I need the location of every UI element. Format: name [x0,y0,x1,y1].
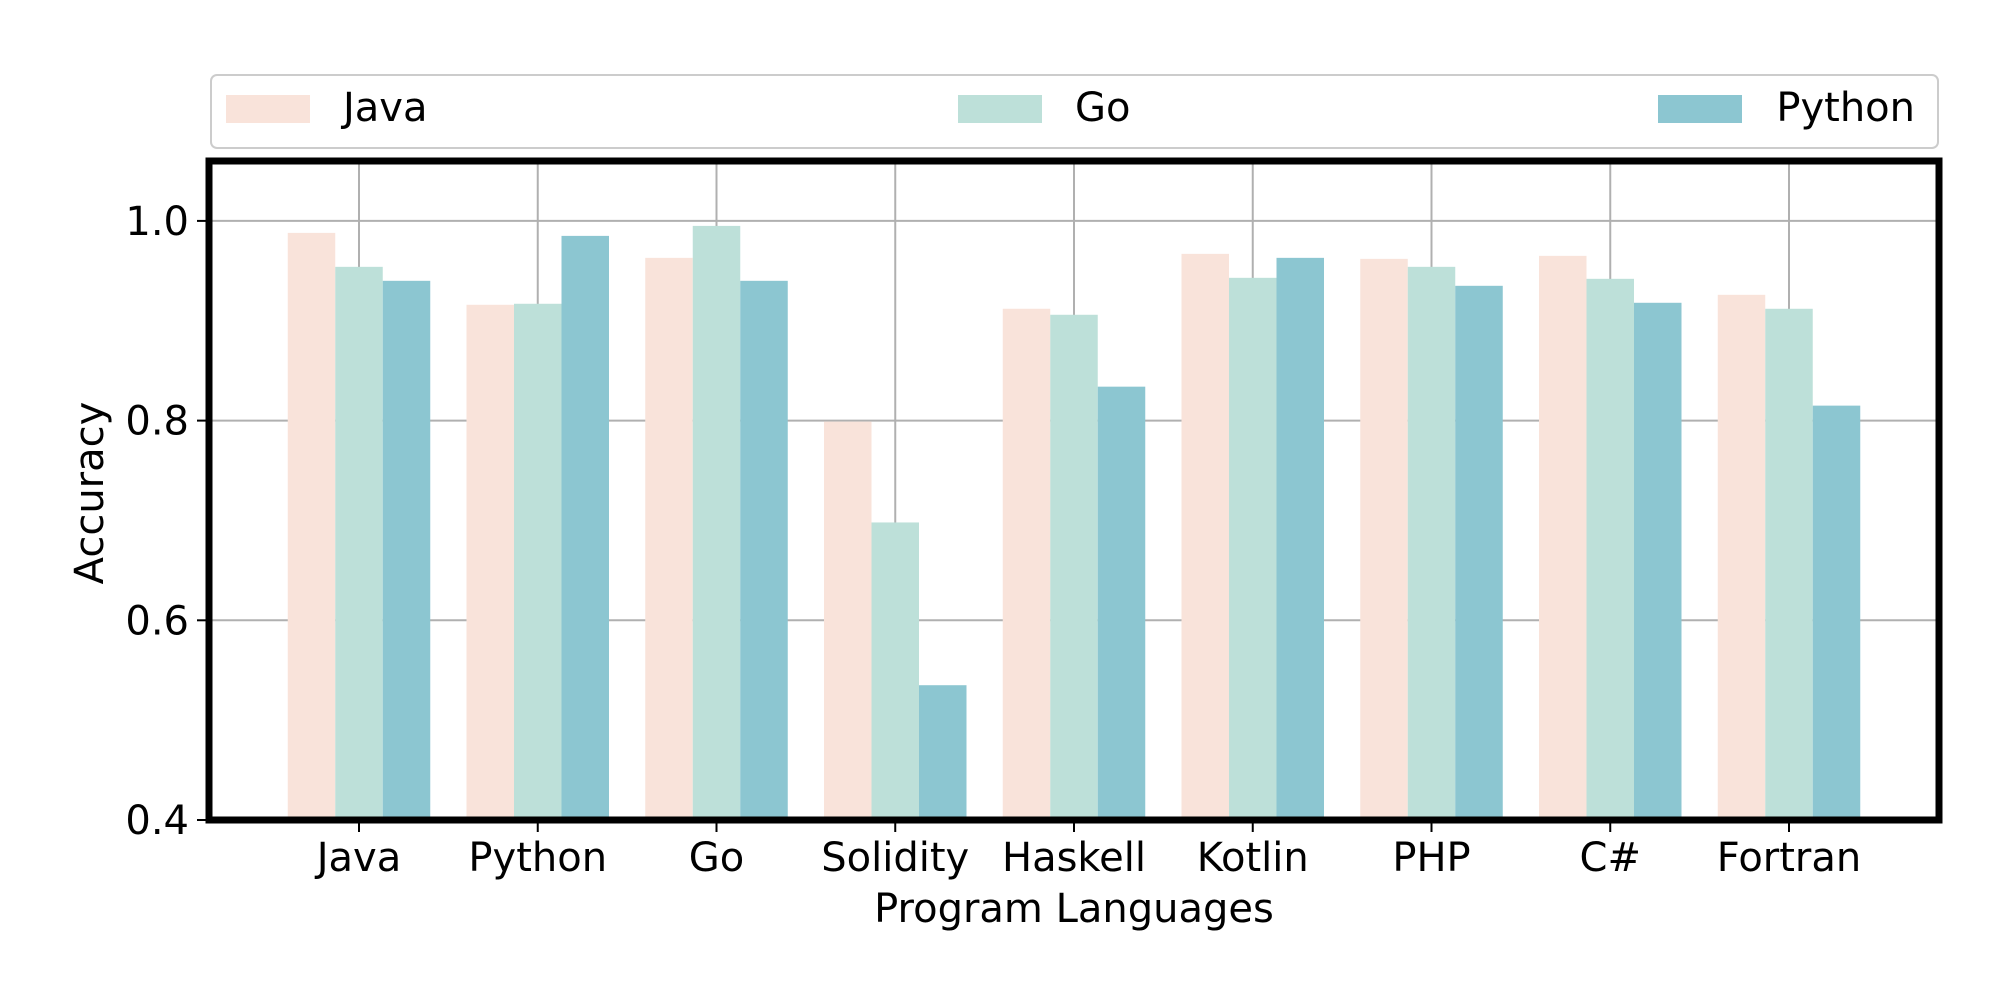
bar-python-java [382,280,431,820]
legend-label-java: Java [340,85,428,131]
bar-java-php [1360,258,1408,820]
legend: Java Go Python [210,74,1939,149]
bar-python-haskell [1097,386,1146,820]
bar-java-java [287,232,336,820]
bar-python-go [740,280,788,820]
bar-java-solidity [824,421,872,820]
bars [287,225,1861,821]
bar-go-kotlin [1229,277,1277,820]
bar-python-solidity [919,685,967,820]
legend-swatch-python [1658,95,1742,123]
bar-go-haskell [1050,314,1098,820]
bar-go-php [1407,266,1456,821]
legend-swatch-java [226,95,310,123]
y-axis-label: Accuracy [67,402,113,585]
x-tick-label: Go [689,835,744,881]
bar-go-solidity [871,522,919,820]
legend-swatch-go [958,95,1042,123]
bar-java-haskell [1002,308,1051,820]
x-tick-label: Solidity [821,835,969,881]
bar-go-python [514,303,562,820]
y-tick-label: 0.6 [125,598,189,644]
bar-java-csharp [1539,255,1587,820]
x-tick-label: Python [468,835,607,881]
x-tick-label: PHP [1392,835,1470,881]
bar-python-php [1455,285,1503,820]
bar-python-fortran [1812,405,1861,820]
bar-python-kotlin [1276,257,1324,820]
y-tick-label: 0.8 [125,399,189,445]
x-tick-label: Java [314,835,402,881]
bar-java-go [645,257,693,820]
x-tick-label: Kotlin [1197,835,1309,881]
y-tick-label: 1.0 [125,199,189,245]
bar-go-fortran [1765,308,1813,820]
bar-go-java [335,266,383,821]
legend-label-python: Python [1776,85,1915,131]
x-axis-label: Program Languages [874,886,1274,932]
legend-frame [210,74,1939,149]
y-axis: 0.4 0.6 0.8 1.0 [125,199,209,844]
bar-java-python [466,304,514,820]
bar-java-kotlin [1181,253,1229,821]
bar-python-csharp [1634,302,1682,820]
bar-go-csharp [1586,278,1634,821]
x-axis: Java Python Go Solidity Haskell Kotlin PHP C# Fo… [314,820,1862,881]
bar-java-fortran [1717,294,1766,820]
x-tick-label: Haskell [1002,835,1146,881]
x-tick-label: Fortran [1717,835,1862,881]
bar-go-go [692,225,741,821]
x-tick-label: C# [1580,835,1641,881]
legend-label-go: Go [1075,85,1130,131]
y-tick-label: 0.4 [125,798,189,844]
bar-python-python [561,235,609,821]
